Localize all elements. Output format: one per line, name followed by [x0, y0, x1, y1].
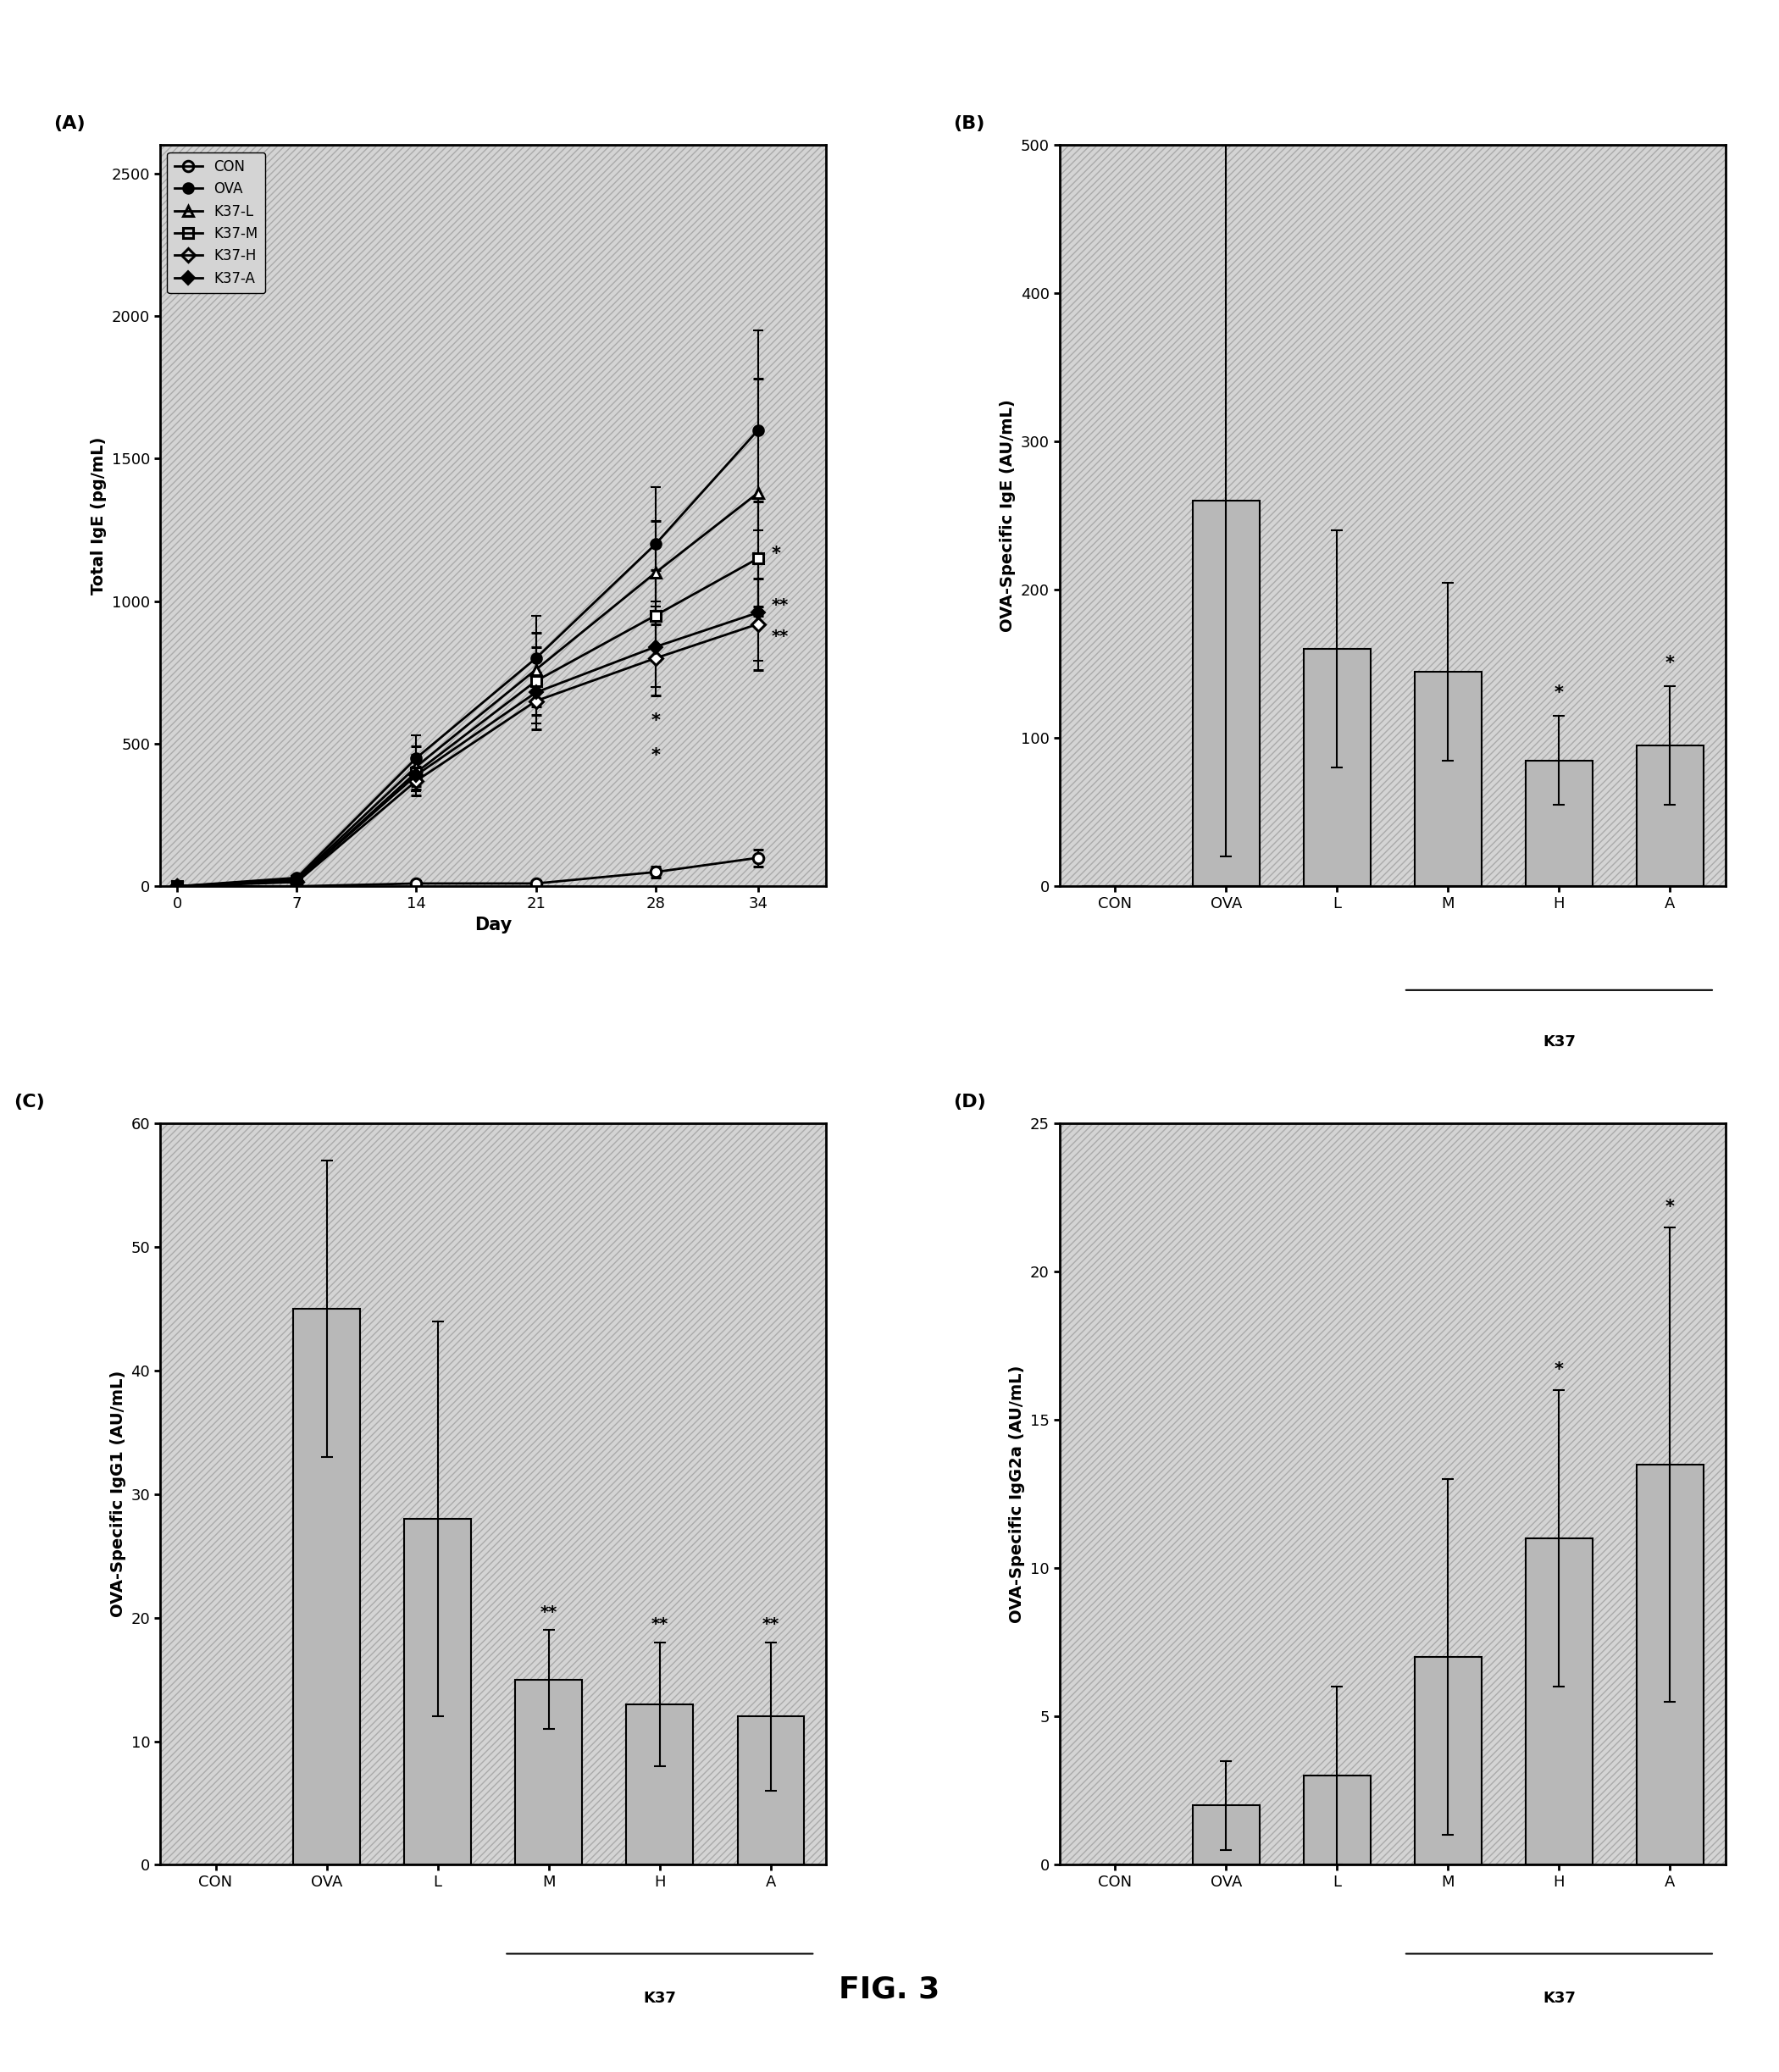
Text: *: *	[1555, 684, 1564, 700]
Bar	[294, 1310, 359, 1865]
Bar	[1060, 1123, 1726, 1865]
Text: K37: K37	[1542, 1034, 1576, 1051]
Y-axis label: Total IgE (pg/mL): Total IgE (pg/mL)	[91, 437, 107, 595]
Bar	[1414, 1658, 1482, 1865]
Text: (B): (B)	[954, 116, 984, 133]
Y-axis label: OVA-Specific IgE (AU/mL): OVA-Specific IgE (AU/mL)	[1000, 400, 1016, 632]
Text: **: **	[772, 597, 788, 613]
Bar	[404, 1519, 471, 1865]
Bar	[160, 1123, 825, 1865]
Bar	[1060, 145, 1726, 887]
Text: FIG. 3: FIG. 3	[840, 1975, 939, 2004]
Bar	[1637, 746, 1704, 887]
Text: *: *	[651, 746, 660, 765]
Text: **: **	[651, 1616, 669, 1633]
Bar	[160, 145, 825, 887]
Bar	[1526, 1539, 1592, 1865]
Text: **: **	[761, 1616, 779, 1633]
Bar	[516, 1680, 582, 1865]
Text: **: **	[772, 628, 788, 644]
Text: *: *	[651, 713, 660, 729]
Text: (C): (C)	[14, 1094, 44, 1111]
X-axis label: Day: Day	[475, 916, 512, 932]
Y-axis label: OVA-Specific IgG1 (AU/mL): OVA-Specific IgG1 (AU/mL)	[110, 1372, 126, 1618]
Text: (A): (A)	[53, 116, 85, 133]
Bar	[1192, 1805, 1260, 1865]
Bar	[626, 1703, 694, 1865]
Bar	[1637, 1465, 1704, 1865]
Bar	[1192, 501, 1260, 887]
Bar	[1304, 1776, 1370, 1865]
Text: **: **	[541, 1604, 557, 1620]
Text: *: *	[772, 545, 781, 564]
Legend: CON, OVA, K37-L, K37-M, K37-H, K37-A: CON, OVA, K37-L, K37-M, K37-H, K37-A	[167, 151, 265, 292]
Text: *: *	[1555, 1361, 1564, 1378]
Text: *: *	[1665, 1198, 1674, 1216]
Bar	[1414, 671, 1482, 887]
Bar	[738, 1716, 804, 1865]
Text: (D): (D)	[954, 1094, 986, 1111]
Bar	[1526, 760, 1592, 887]
Bar	[1304, 649, 1370, 887]
Y-axis label: OVA-Specific IgG2a (AU/mL): OVA-Specific IgG2a (AU/mL)	[1009, 1365, 1025, 1622]
Text: K37: K37	[644, 1991, 676, 2006]
Text: *: *	[1665, 655, 1674, 671]
Text: K37: K37	[1542, 1991, 1576, 2006]
